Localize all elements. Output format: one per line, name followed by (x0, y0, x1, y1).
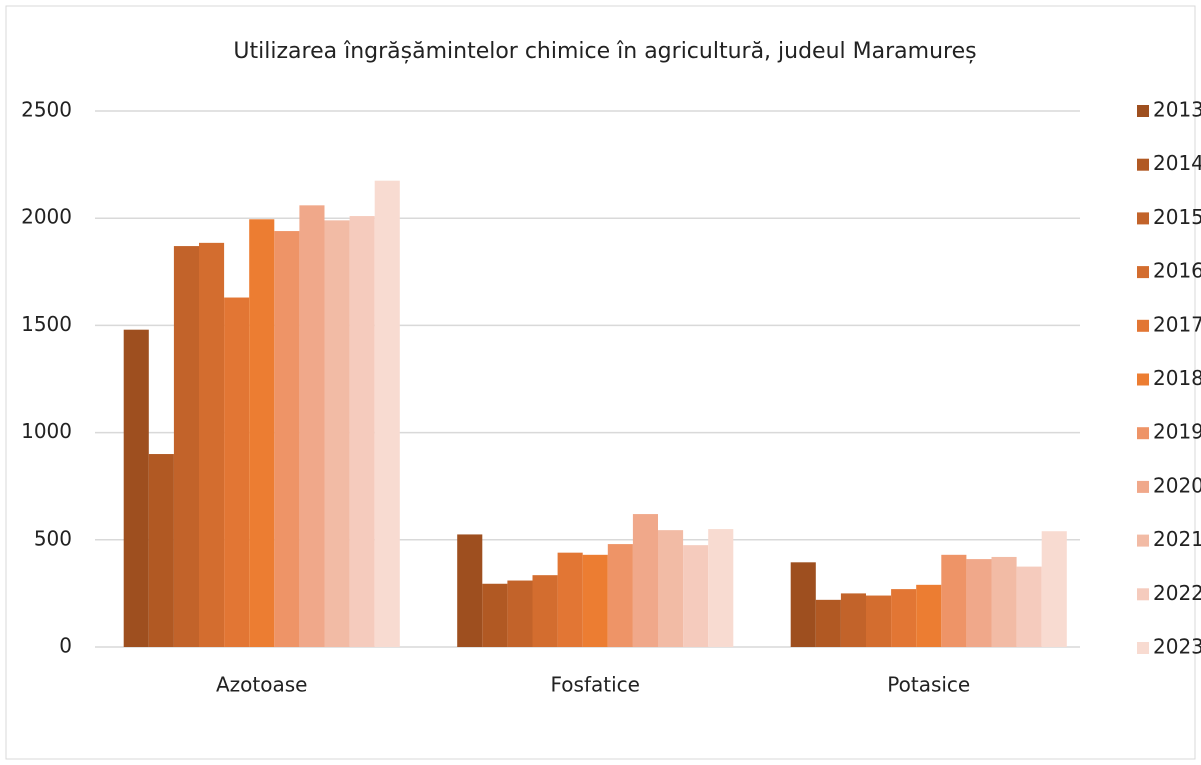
legend-swatch (1137, 105, 1149, 117)
chart-title: Utilizarea îngrășămintelor chimice în ag… (233, 39, 976, 64)
x-tick-label: Fosfatice (551, 673, 640, 697)
bar (815, 599, 841, 647)
legend-label: 2022 (1153, 581, 1201, 605)
bar (708, 529, 734, 647)
legend-swatch (1137, 480, 1149, 493)
bar (532, 575, 558, 647)
x-tick-label: Azotoase (216, 673, 307, 697)
bar (1041, 531, 1067, 647)
bar (866, 595, 892, 647)
bar (683, 545, 709, 647)
bar (632, 514, 658, 647)
bar (582, 554, 608, 647)
bar (891, 589, 917, 647)
bar (349, 216, 375, 647)
legend-label: 2021 (1153, 527, 1201, 551)
bar (790, 562, 816, 647)
legend-label: 2020 (1153, 473, 1201, 497)
bar (991, 556, 1017, 647)
bar (482, 583, 508, 647)
bar (249, 219, 275, 647)
legend-swatch (1137, 158, 1149, 171)
bar (274, 231, 300, 647)
bar (457, 534, 483, 647)
bar (966, 559, 992, 647)
legend-label: 2014 (1153, 151, 1201, 175)
bar (324, 220, 350, 647)
bar (299, 205, 325, 647)
legend-swatch (1137, 427, 1149, 440)
bar (374, 180, 400, 647)
legend-label: 2019 (1153, 420, 1201, 444)
legend-label: 2017 (1153, 312, 1201, 336)
bar (658, 530, 684, 647)
bar (148, 454, 174, 647)
bar (224, 297, 250, 647)
y-tick-label: 0 (59, 634, 72, 658)
legend-swatch (1137, 534, 1149, 547)
legend-swatch (1137, 266, 1149, 279)
y-tick-label: 2500 (21, 98, 72, 122)
bar (123, 329, 149, 647)
legend-swatch (1137, 212, 1149, 225)
y-tick-label: 1500 (21, 312, 72, 336)
legend-swatch (1137, 373, 1149, 386)
bar (941, 554, 967, 647)
y-tick-label: 2000 (21, 205, 72, 229)
legend-swatch (1137, 588, 1149, 601)
bar (199, 242, 225, 647)
bar (557, 552, 583, 647)
bar (840, 593, 866, 647)
bar (507, 580, 533, 647)
legend-swatch (1137, 319, 1149, 332)
legend-label: 2015 (1153, 205, 1201, 229)
bar (916, 584, 942, 647)
y-tick-label: 500 (34, 526, 72, 550)
legend-label: 2023 (1153, 635, 1201, 659)
bar (173, 246, 199, 647)
legend-swatch (1137, 642, 1149, 654)
y-tick-label: 1000 (21, 419, 72, 443)
legend-label: 2018 (1153, 366, 1201, 390)
x-tick-label: Potasice (887, 673, 970, 697)
bar (607, 544, 633, 647)
legend-label: 2013 (1153, 98, 1201, 122)
bar (1016, 566, 1042, 647)
legend-label: 2016 (1153, 259, 1201, 283)
